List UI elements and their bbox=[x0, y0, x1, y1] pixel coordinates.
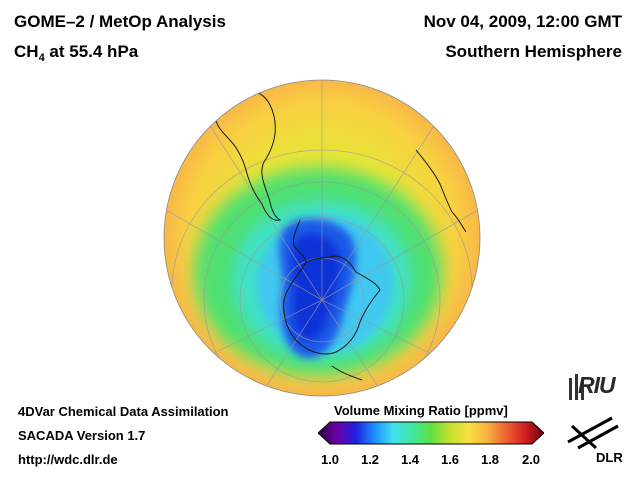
globe-outline bbox=[163, 79, 481, 397]
map-species: CH4 at 55.4 hPa bbox=[14, 42, 138, 64]
africa-coast bbox=[415, 149, 453, 213]
system-label: 4DVar Chemical Data Assimilation bbox=[18, 404, 229, 419]
colorbar-title: Volume Mixing Ratio [ppmv] bbox=[334, 403, 508, 418]
antarctica-coast bbox=[283, 255, 381, 355]
pressure-level: at 55.4 hPa bbox=[44, 42, 139, 61]
riu-logo: RIU bbox=[578, 372, 616, 398]
version-label: SACADA Version 1.7 bbox=[18, 428, 146, 443]
map-title: GOME–2 / MetOp Analysis bbox=[14, 12, 226, 31]
colorbar-tick: 1.0 bbox=[320, 452, 340, 467]
species-name: CH bbox=[14, 42, 39, 61]
south-america-coast bbox=[213, 91, 282, 221]
map-region: Southern Hemisphere bbox=[445, 42, 622, 61]
map-datetime: Nov 04, 2009, 12:00 GMT bbox=[423, 12, 622, 31]
dlr-logo: DLR bbox=[596, 450, 623, 465]
coastlines bbox=[213, 91, 467, 381]
colorbar-tick: 1.8 bbox=[480, 452, 500, 467]
colorbar-bar bbox=[318, 421, 544, 445]
field-vortex-min bbox=[292, 234, 341, 341]
australia-coast bbox=[331, 365, 363, 381]
riu-logo-icon bbox=[569, 374, 584, 400]
madagascar-coast bbox=[451, 211, 467, 233]
species-subscript: 4 bbox=[38, 52, 45, 64]
antarctic-peninsula-coast bbox=[293, 219, 307, 263]
colorbar bbox=[318, 421, 544, 445]
url-label: http://wdc.dlr.de bbox=[18, 452, 118, 467]
colorbar-tick: 1.2 bbox=[360, 452, 380, 467]
colorbar-tick: 2.0 bbox=[521, 452, 541, 467]
dlr-logo-icon bbox=[567, 416, 619, 450]
colorbar-tick: 1.6 bbox=[440, 452, 460, 467]
colorbar-tick: 1.4 bbox=[400, 452, 420, 467]
